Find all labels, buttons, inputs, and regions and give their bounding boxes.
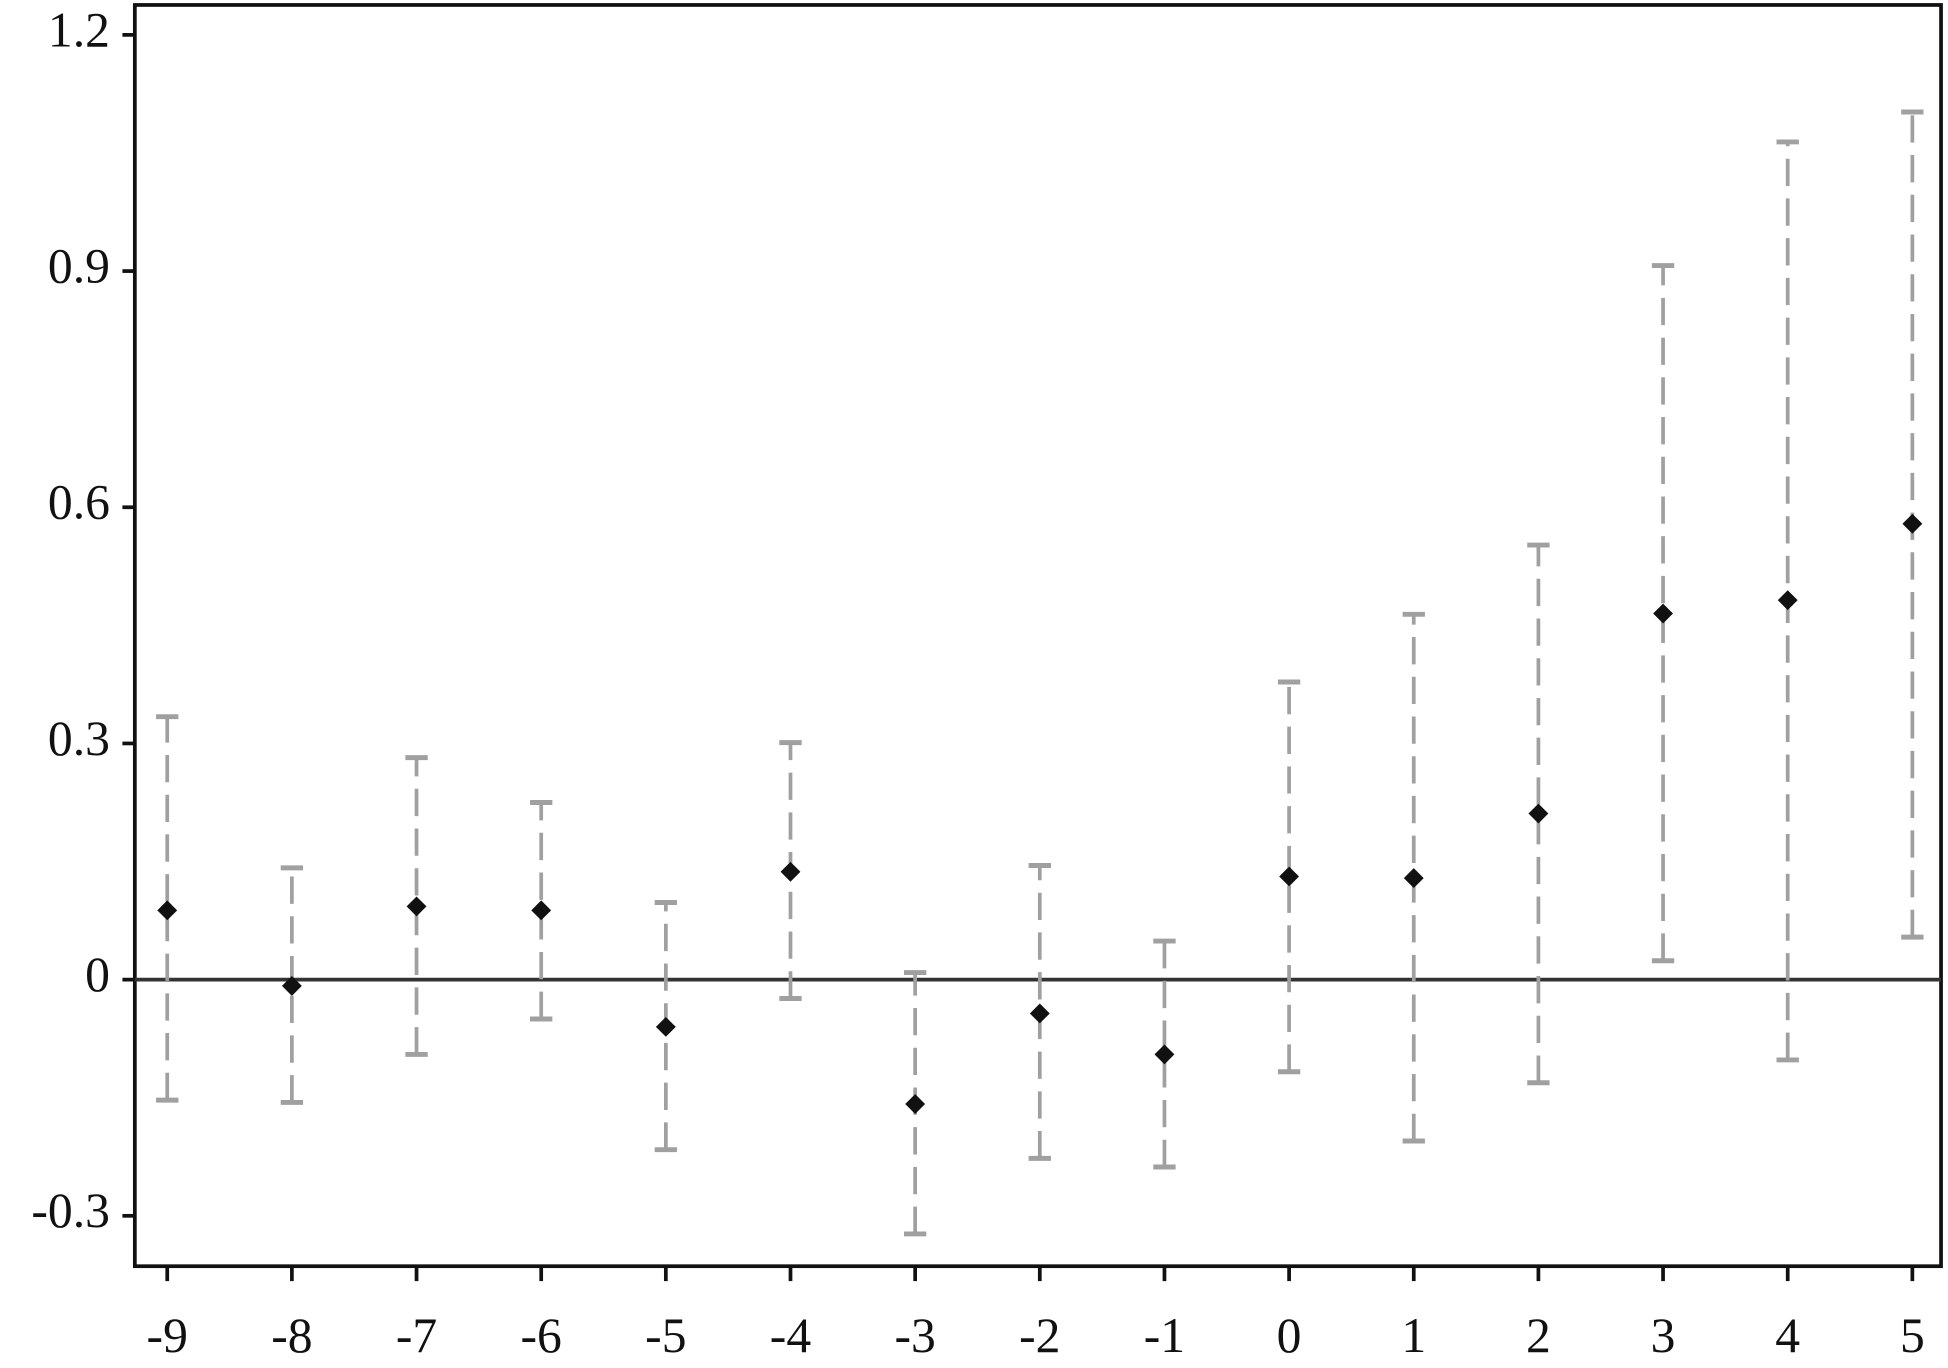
- x-tick-label: -1: [1144, 1308, 1185, 1363]
- point: [1528, 803, 1549, 824]
- x-tick-label: 5: [1900, 1308, 1925, 1363]
- point: [531, 900, 552, 921]
- x-tick-label: 1: [1401, 1308, 1426, 1363]
- point: [1279, 866, 1300, 887]
- x-tick-label: -7: [396, 1308, 437, 1363]
- x-tick-label: -6: [521, 1308, 562, 1363]
- x-tick-label: -3: [894, 1308, 935, 1363]
- point: [157, 900, 178, 921]
- x-tick-label: -8: [271, 1308, 312, 1363]
- point: [655, 1016, 676, 1037]
- x-tick-label: -5: [645, 1308, 686, 1363]
- x-tick-label: 0: [1277, 1308, 1302, 1363]
- y-tick-label: 0.6: [48, 475, 110, 530]
- x-tick-label: -2: [1019, 1308, 1060, 1363]
- x-tick-label: -9: [147, 1308, 188, 1363]
- x-tick-label: 2: [1526, 1308, 1551, 1363]
- y-tick-label: -0.3: [31, 1183, 110, 1238]
- point: [1653, 603, 1673, 624]
- plot-frame: [132, 3, 1943, 1269]
- point: [1777, 590, 1798, 611]
- point: [1154, 1044, 1175, 1065]
- y-tick-label: 0.9: [48, 238, 110, 293]
- y-tick-label: 1.2: [48, 2, 110, 57]
- point: [1902, 513, 1923, 534]
- x-tick-label: -4: [770, 1308, 812, 1363]
- y-tick-label: 0.3: [48, 711, 110, 766]
- point: [281, 976, 302, 996]
- x-tick-label: 3: [1651, 1308, 1676, 1363]
- point: [905, 1094, 926, 1114]
- x-tick-label: 4: [1775, 1308, 1800, 1363]
- y-tick-label: 0: [85, 947, 110, 1002]
- point: [780, 861, 801, 882]
- point: [1403, 868, 1424, 889]
- point: [1029, 1003, 1050, 1024]
- point: [406, 896, 427, 917]
